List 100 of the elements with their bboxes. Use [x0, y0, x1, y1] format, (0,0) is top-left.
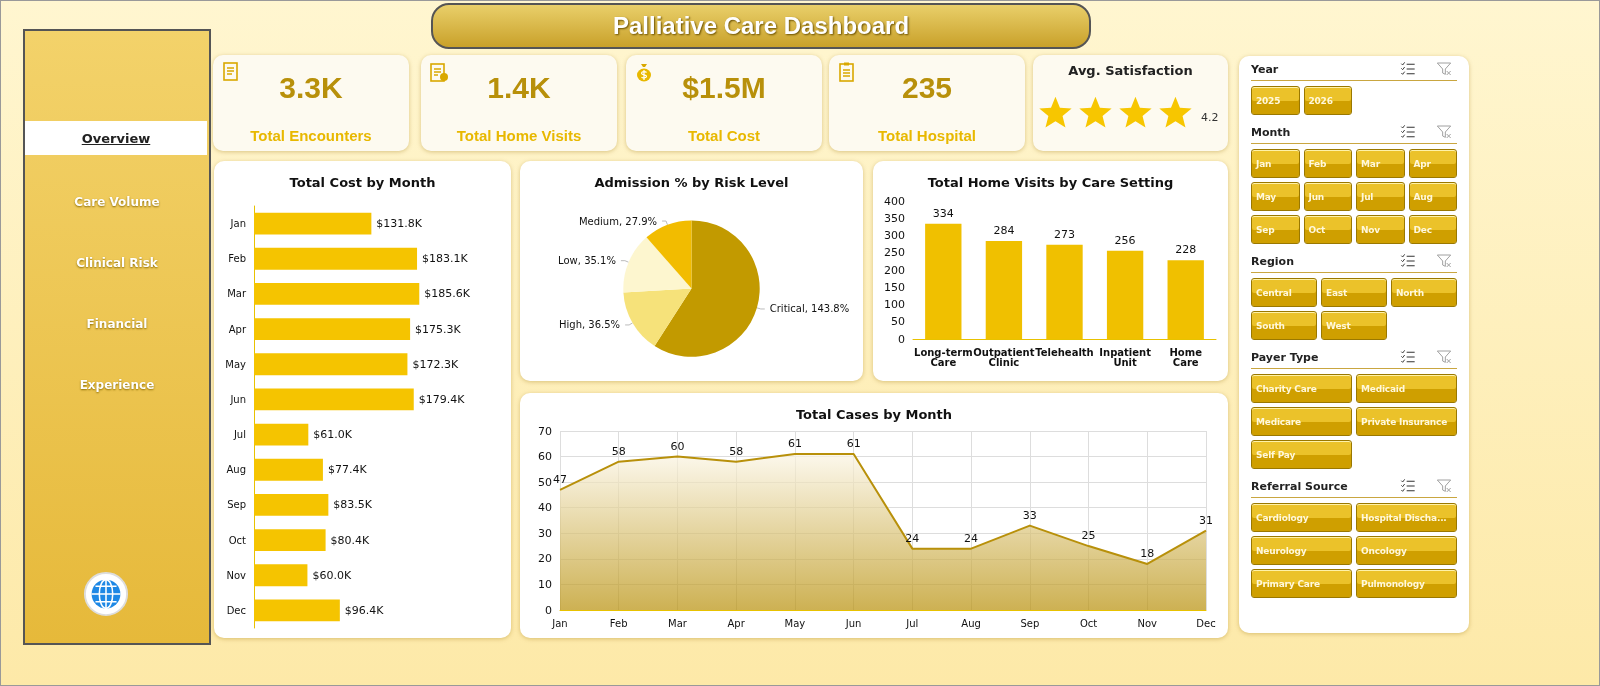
filter-button[interactable]: 2025 — [1251, 86, 1300, 115]
bar — [254, 529, 326, 551]
data-label: $185.6K — [424, 287, 471, 301]
filter-button[interactable]: Mar — [1356, 149, 1405, 178]
data-label: 47 — [553, 472, 567, 486]
filter-button[interactable]: East — [1321, 278, 1387, 307]
data-label: 24 — [905, 531, 920, 545]
filter-button[interactable]: Private Insurance — [1356, 407, 1457, 436]
y-tick-label: Feb — [228, 253, 246, 265]
data-label: 334 — [932, 206, 954, 220]
bar — [254, 318, 411, 340]
text: $1.5M — [681, 71, 767, 105]
y-tick-label: 60 — [538, 450, 552, 464]
filter-button[interactable]: South — [1251, 311, 1317, 340]
filter-button[interactable]: Cardiology — [1251, 503, 1352, 532]
y-tick-label: 150 — [884, 280, 905, 294]
filter-button[interactable]: West — [1321, 311, 1387, 340]
filter-button[interactable]: Nov — [1356, 215, 1405, 244]
filter-button[interactable]: Sep — [1251, 215, 1300, 244]
data-label: $60.0K — [312, 568, 352, 582]
text: Total Encounters — [249, 127, 373, 144]
y-tick-label: 30 — [538, 526, 552, 540]
text: 4.2 — [1201, 111, 1219, 124]
x-tick-label: Long-term Care — [914, 346, 973, 368]
filter-button[interactable]: Apr — [1408, 149, 1457, 178]
y-tick-label: 350 — [884, 211, 905, 225]
data-label: 284 — [993, 224, 1015, 238]
data-label: 58 — [611, 444, 626, 458]
y-tick-label: Jun — [229, 393, 246, 405]
x-tick-label: May — [784, 617, 806, 629]
data-label: 58 — [729, 444, 744, 458]
slice-label: Critical, 143.8% — [769, 303, 850, 315]
filter-button[interactable]: Oct — [1303, 215, 1352, 244]
filter-button[interactable]: Jul — [1356, 182, 1405, 211]
text: Clinical Risk — [75, 256, 159, 270]
data-label: $83.5K — [333, 498, 373, 512]
chart-title: Total Home Visits by Care Setting — [927, 175, 1174, 190]
y-tick-label: Aug — [226, 464, 246, 476]
filter-button[interactable]: Hospital Discha... — [1356, 503, 1457, 532]
y-tick-label: Dec — [226, 604, 246, 616]
filter-button[interactable]: North — [1391, 278, 1457, 307]
y-tick-label: 250 — [884, 246, 905, 260]
filter-button[interactable]: 2026 — [1303, 86, 1352, 115]
text: 3.3K — [278, 71, 344, 105]
y-tick-label: Nov — [226, 569, 247, 581]
filter-button[interactable]: Dec — [1408, 215, 1457, 244]
filter-button[interactable]: Self Pay — [1251, 440, 1352, 469]
filter-button[interactable]: Medicare — [1251, 407, 1352, 436]
data-label: $183.1K — [422, 252, 469, 266]
filter-button[interactable]: Feb — [1303, 149, 1352, 178]
bar — [254, 564, 308, 587]
filter-button[interactable]: Neurology — [1251, 536, 1352, 565]
x-tick-label: Jan — [551, 617, 568, 629]
bar — [254, 458, 323, 481]
x-tick-label: Dec — [1196, 617, 1216, 629]
data-label: $179.4K — [418, 392, 466, 406]
data-label: 228 — [1175, 243, 1197, 257]
data-label: $80.4K — [330, 533, 371, 547]
filter-button[interactable]: Charity Care — [1251, 374, 1352, 403]
data-label: 18 — [1140, 546, 1155, 560]
text: Overview — [25, 121, 207, 155]
text: Year — [1251, 63, 1279, 76]
data-label: 31 — [1199, 513, 1213, 527]
y-tick-label: 50 — [538, 475, 552, 489]
data-label: 24 — [964, 531, 979, 545]
y-tick-label: 20 — [538, 552, 552, 566]
text: 1.4K — [486, 71, 552, 105]
bar — [254, 353, 408, 376]
data-label: $77.4K — [327, 463, 368, 477]
x-tick-label: Jun — [844, 617, 862, 629]
data-label: 25 — [1081, 529, 1096, 543]
x-tick-label: Mar — [668, 617, 688, 629]
text: Experience — [78, 378, 156, 392]
y-tick-label: Sep — [227, 499, 246, 511]
filter-button[interactable]: Pulmonology — [1356, 569, 1457, 598]
bar — [254, 247, 418, 270]
y-tick-label: 70 — [538, 424, 552, 438]
x-tick-label: Apr — [727, 617, 746, 629]
data-label: $61.0K — [313, 428, 353, 442]
filter-button[interactable]: May — [1251, 182, 1300, 211]
y-tick-label: Oct — [228, 534, 247, 546]
text: Care Volume — [73, 195, 161, 209]
filter-button[interactable]: Aug — [1408, 182, 1457, 211]
text: Referral Source — [1251, 480, 1348, 493]
filter-button[interactable]: Central — [1251, 278, 1317, 307]
x-tick-label: Feb — [609, 617, 628, 629]
filter-button[interactable]: Jan — [1251, 149, 1300, 178]
data-label: 61 — [787, 437, 802, 451]
filter-button[interactable]: Primary Care — [1251, 569, 1352, 598]
text: Avg. Satisfaction — [1067, 63, 1194, 78]
text: Financial — [85, 317, 149, 331]
chart-title: Total Cases by Month — [795, 407, 953, 422]
y-tick-label: 50 — [891, 315, 905, 329]
data-label: 61 — [846, 437, 861, 451]
data-label: 256 — [1114, 233, 1136, 247]
data-label: 60 — [670, 439, 685, 453]
text: Payer Type — [1251, 351, 1319, 364]
filter-button[interactable]: Medicaid — [1356, 374, 1457, 403]
filter-button[interactable]: Jun — [1303, 182, 1352, 211]
filter-button[interactable]: Oncology — [1356, 536, 1457, 565]
